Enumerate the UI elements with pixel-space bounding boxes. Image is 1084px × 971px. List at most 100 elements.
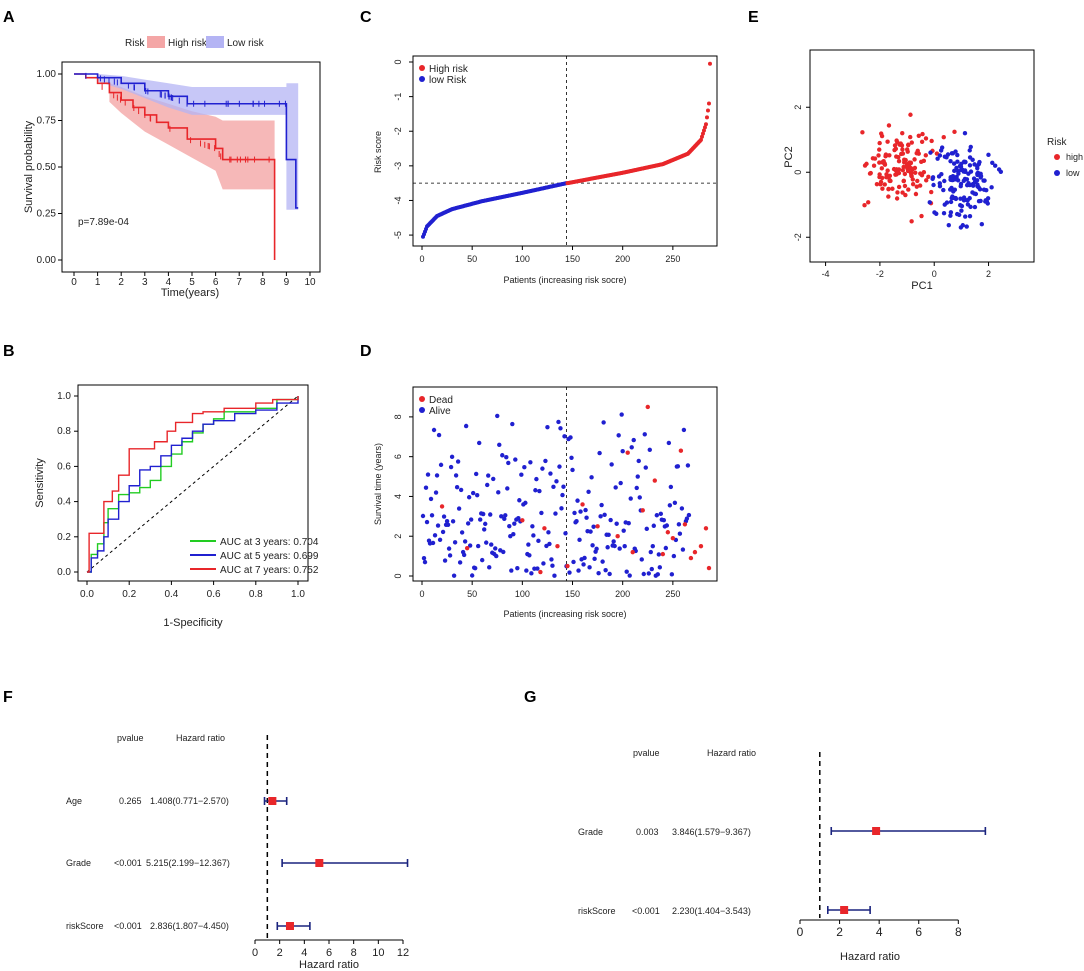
survtime-alive-point [554, 479, 559, 484]
forest-f-row-hr: 5.215(2.199−12.367) [146, 858, 230, 868]
roc-legend-3y: AUC at 3 years: 0.704 [220, 537, 319, 548]
riskscore-legend-low-dot [419, 76, 425, 82]
panel-e: E -4 -2 0 2 2 0 -2 PC1 PC2 Risk high low [748, 9, 1083, 292]
pca-high-point [885, 139, 890, 144]
pca-high-point [899, 143, 905, 148]
pca-high-point [915, 178, 920, 184]
roc-x-tick-label: 0.2 [122, 589, 136, 600]
pca-y-tick-label: 0 [793, 170, 803, 175]
panel-f-label: F [3, 689, 13, 706]
survtime-alive-point [451, 573, 457, 578]
survtime-alive-point [484, 540, 489, 545]
survtime-alive-point [546, 530, 551, 535]
forest-g-col-hr: Hazard ratio [707, 748, 756, 758]
survtime-alive-point [658, 511, 664, 517]
pca-high-point [909, 219, 914, 224]
survtime-alive-point [534, 476, 539, 482]
forest-f-row-pvalue: 0.265 [119, 796, 142, 806]
survtime-alive-point [478, 517, 483, 522]
riskscore-y-axis-label: Risk score [373, 131, 383, 173]
panel-e-label: E [748, 9, 759, 26]
survtime-alive-point [631, 437, 636, 443]
pca-low-point [986, 152, 991, 158]
pca-high-point [913, 170, 918, 175]
survtime-alive-point [666, 440, 672, 446]
km-y-tick-label: 0.25 [37, 209, 57, 220]
forest-f-col-pvalue: pvalue [117, 733, 144, 743]
survtime-dead-point [580, 502, 585, 507]
pca-high-point [887, 173, 893, 179]
forest-g-row-hr: 2.230(1.404−3.543) [672, 906, 751, 916]
forest-f-row-name: riskScore [66, 921, 104, 931]
roc-x-tick-label: 0.6 [207, 589, 221, 600]
survtime-alive-point [552, 573, 557, 578]
pca-high-point [929, 189, 934, 195]
survtime-alive-point [570, 467, 575, 473]
pca-high-point [882, 182, 887, 187]
km-x-tick-label: 1 [95, 277, 101, 288]
pca-high-point [900, 130, 905, 136]
pca-high-point [901, 178, 906, 184]
riskscore-y-tick-label: 0 [393, 59, 403, 64]
survtime-y-tick-label: 2 [393, 534, 403, 539]
survtime-alive-point [646, 571, 651, 576]
pca-high-point [893, 146, 899, 152]
pca-high-point [906, 187, 911, 192]
pca-high-point [864, 161, 869, 167]
pca-high-point [877, 140, 882, 146]
survtime-alive-point [488, 512, 493, 517]
pca-high-point [880, 175, 885, 181]
km-x-tick-label: 3 [142, 277, 148, 288]
survtime-alive-point [491, 476, 496, 482]
survtime-alive-point [487, 565, 492, 570]
survtime-alive-point [561, 484, 566, 489]
pca-low-point [981, 187, 987, 192]
survtime-alive-point [459, 530, 465, 535]
survtime-alive-point [445, 522, 451, 527]
km-x-tick-label: 7 [236, 277, 242, 288]
pca-low-point [967, 155, 973, 160]
survtime-alive-point [618, 480, 623, 486]
pca-high-point [917, 183, 923, 188]
forest-f-row-pvalue: <0.001 [114, 921, 142, 931]
survtime-alive-point [596, 570, 601, 576]
pca-plot-frame [809, 49, 1035, 263]
survtime-alive-point [605, 545, 610, 550]
pca-low-point [962, 176, 968, 182]
survtime-axis-ticks: 0 50 100 150 200 250 0 2 4 6 8 [393, 414, 680, 599]
survtime-alive-point [603, 567, 608, 573]
pca-low-point [955, 152, 960, 158]
survtime-alive-point [569, 455, 574, 460]
forest-g-row-riskscore: riskScore <0.001 2.230(1.404−3.543) [578, 906, 751, 916]
pca-high-point [916, 133, 921, 139]
survtime-alive-point [676, 522, 682, 527]
pca-low-point [941, 187, 946, 193]
pca-low-point [956, 212, 962, 218]
pca-high-point [890, 186, 895, 191]
survtime-alive-point [425, 472, 431, 477]
panel-b: B 0.0 0.2 0.4 0.6 0.8 1.0 0.0 0.2 0.4 0.6 0.8 1.0 A… [3, 343, 319, 629]
survtime-alive-point [528, 460, 533, 465]
pca-x-tick-label: -4 [822, 269, 830, 279]
pca-high-point [878, 182, 883, 187]
survtime-alive-point [497, 442, 502, 448]
survtime-alive-point [576, 568, 581, 573]
forest-g-x-axis-label: Hazard ratio [840, 951, 900, 963]
pca-low-point [964, 224, 969, 229]
survtime-dead-point [703, 526, 709, 531]
survtime-alive-point [563, 531, 568, 536]
pca-high-point [929, 138, 934, 144]
survtime-dead-point [520, 518, 525, 523]
pca-low-point [927, 200, 932, 205]
roc-legend-5y: AUC at 5 years: 0.699 [220, 551, 319, 562]
pca-low-point [967, 148, 972, 153]
survtime-alive-point [684, 516, 690, 521]
pca-high-point [920, 131, 925, 137]
pca-low-point [944, 200, 950, 205]
survtime-alive-point [506, 460, 511, 466]
forest-f-x-tick-label: 2 [277, 947, 283, 959]
pca-low-point [956, 171, 961, 176]
survtime-alive-point [524, 568, 529, 573]
survtime-alive-point [505, 486, 510, 491]
survtime-alive-point [558, 426, 563, 431]
